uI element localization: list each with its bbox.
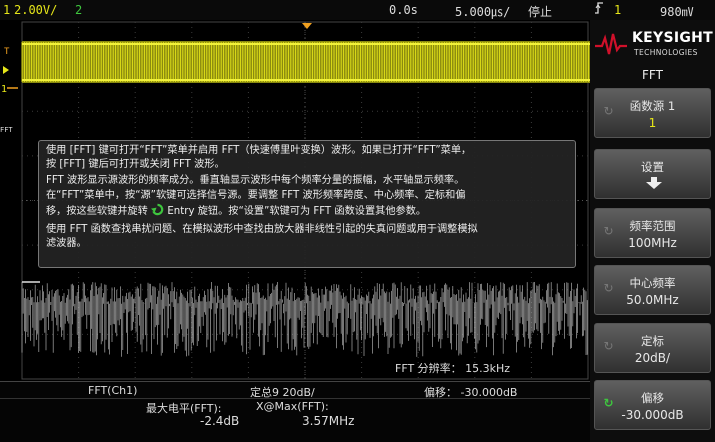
- help-paragraph-4-line-1: 使用 FFT 函数查找串扰问题、在模拟波形中查找由放大器非线性引起的失真问题或用…: [46, 223, 478, 235]
- offset-softkey-value: -30.000dB: [621, 408, 684, 422]
- source-softkey[interactable]: ↻ 函数源 1 1: [594, 88, 711, 138]
- ch1-scale: 2.00V/: [14, 3, 58, 17]
- rotate-knob-icon: ↻: [603, 104, 614, 118]
- center-softkey-value: 50.0MHz: [626, 293, 679, 307]
- scale-softkey[interactable]: ↻ 定标 20dB/: [594, 323, 711, 373]
- trigger-level-marker: T: [4, 47, 10, 57]
- center-softkey-label: 中心频率: [629, 276, 676, 290]
- center-softkey[interactable]: ↻ 中心频率 50.0MHz: [594, 265, 711, 315]
- max-level-label: 最大电平(FFT):: [146, 402, 222, 415]
- help-text-box: 使用 [FFT] 键可打开“FFT”菜单并启用 FFT（快速傅里叶变换）波形。如…: [38, 140, 576, 268]
- graticule: [21, 21, 589, 380]
- entry-knob-icon: [151, 203, 164, 221]
- brand-name: KEYSIGHT: [632, 30, 713, 46]
- status-bar: 1 2.00V/ 2 0.0s 5.000㎲/ 停止 1 980㎷: [0, 0, 715, 20]
- measurement-readout: FFT(Ch1) 定总9 20dB/ 偏移： -30.000dB 最大电平(FF…: [0, 381, 590, 442]
- span-softkey[interactable]: ↻ 频率范围 100MHz: [594, 208, 711, 258]
- scale-softkey-value: 20dB/: [634, 351, 671, 365]
- offset-softkey-label: 偏移: [641, 391, 664, 405]
- help-paragraph-1-line-2: 按 [FFT] 键后可打开或关闭 FFT 波形。: [46, 158, 225, 170]
- fft-reference-marker: FFT: [0, 126, 13, 134]
- ch1-label: 1: [3, 3, 11, 17]
- scale-softkey-label: 定标: [641, 334, 664, 348]
- help-paragraph-4-line-2: 滤波器。: [46, 237, 87, 249]
- fft-offset-label: 偏移： -30.000dB: [424, 386, 518, 399]
- rotate-knob-icon: ↻: [603, 281, 614, 295]
- fft-source-label: FFT(Ch1): [88, 384, 138, 397]
- entry-knob-icon: ↻: [603, 396, 614, 410]
- brand-subtitle: TECHNOLOGIES: [634, 48, 698, 57]
- trigger-position-marker: [302, 23, 312, 29]
- span-softkey-label: 频率范围: [629, 219, 676, 233]
- x-at-max-value: 3.57MHz: [302, 414, 355, 428]
- help-paragraph-3-line-2a: 移，按这些软键并旋转: [46, 206, 148, 218]
- fft-resolution: FFT 分辨率： 15.3kHz: [395, 361, 510, 375]
- help-paragraph-2: FFT 波形显示源波形的频率成分。垂直轴显示波形中每个频率分量的振幅，水平轴显示…: [46, 174, 465, 186]
- span-softkey-value: 100MHz: [628, 236, 677, 250]
- max-level-value: -2.4dB: [200, 414, 240, 428]
- ch1-ground-marker: 1: [1, 84, 7, 95]
- time-scale: 5.000㎲/: [455, 5, 511, 19]
- settings-softkey-label: 设置: [641, 160, 664, 174]
- help-paragraph-3-line-2b: Entry 旋钮。按“设置”软键可为 FFT 函数设置其他参数。: [167, 206, 427, 218]
- trigger-level: 980㎷: [660, 5, 694, 19]
- trigger-source: 1: [614, 3, 622, 17]
- ch1-waveform: [21, 41, 590, 83]
- run-state: 停止: [528, 5, 553, 19]
- source-softkey-label: 函数源 1: [629, 99, 676, 113]
- softkey-panel: KEYSIGHT TECHNOLOGIES FFT ↻ 函数源 1 1 设置 ↻…: [590, 20, 715, 442]
- offset-softkey[interactable]: ↻ 偏移 -30.000dB: [594, 380, 711, 430]
- trigger-arrow-icon: [3, 66, 9, 74]
- x-at-max-label: X@Max(FFT):: [256, 400, 329, 413]
- keysight-wave-icon: [595, 33, 627, 55]
- time-delay: 0.0s: [389, 3, 418, 17]
- fft-waveform: [21, 281, 588, 357]
- arrow-down-icon: [645, 177, 663, 192]
- trigger-rising-edge-icon: [594, 1, 604, 18]
- help-paragraph-1-line-1: 使用 [FFT] 键可打开“FFT”菜单并启用 FFT（快速傅里叶变换）波形。如…: [46, 145, 472, 156]
- rotate-knob-icon: ↻: [603, 339, 614, 353]
- source-softkey-value: 1: [648, 116, 657, 130]
- rotate-knob-icon: ↻: [603, 224, 614, 238]
- ch2-label: 2: [75, 3, 83, 17]
- help-paragraph-3-line-1: 在“FFT”菜单中，按“源”软键可选择信号源。要调整 FFT 波形频率跨度、中心…: [46, 190, 466, 202]
- settings-softkey[interactable]: 设置: [594, 149, 711, 199]
- keysight-logo: KEYSIGHT TECHNOLOGIES: [594, 28, 714, 62]
- fft-scale-label: 定总9 20dB/: [250, 386, 315, 399]
- menu-title: FFT: [642, 68, 663, 82]
